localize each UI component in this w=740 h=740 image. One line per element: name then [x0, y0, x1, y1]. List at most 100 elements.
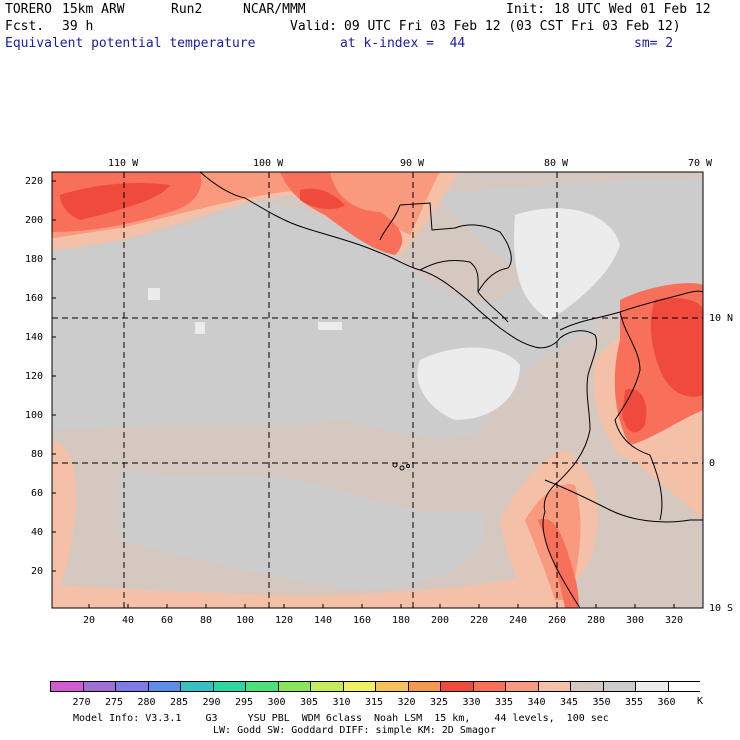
colorbar-swatch	[343, 682, 376, 691]
ocean-350-south	[120, 470, 484, 590]
coastline-south-america-west	[542, 330, 598, 608]
plot-frame	[51, 171, 704, 609]
lon-label-80w: 80 W	[544, 158, 569, 169]
y-tick-label: 200	[25, 215, 44, 226]
x-tick-label: 160	[353, 615, 372, 626]
colorbar-label: 280	[137, 697, 156, 708]
colorbar-label: 325	[430, 697, 449, 708]
x-tick-label: 280	[587, 615, 606, 626]
y-tick-label: 20	[31, 566, 44, 577]
colorbar-unit: K	[697, 696, 704, 707]
lon-label-90w: 90 W	[400, 158, 425, 169]
smoothing-info: sm= 2	[634, 36, 674, 51]
colorbar-swatch	[441, 682, 474, 691]
colorbar-swatch	[83, 682, 116, 691]
x-tick-label: 220	[470, 615, 489, 626]
forecast-label: Fcst.	[5, 19, 45, 34]
colorbar-label: 355	[625, 697, 644, 708]
colorbar-label: 330	[462, 697, 481, 708]
colorbar-label: 305	[300, 697, 319, 708]
galapagos-island-b	[399, 465, 405, 471]
colorbar-swatch	[246, 682, 279, 691]
run-label: Run2	[171, 2, 203, 17]
y-tick-label: 60	[31, 488, 44, 499]
colorbar-label: 350	[592, 697, 611, 708]
band-330-peru	[538, 518, 579, 608]
axis-ticks	[52, 180, 675, 608]
colorbar-swatch	[538, 682, 571, 691]
colorbar-swatch	[376, 682, 409, 691]
border-guatemala	[379, 204, 401, 241]
x-tick-label: 40	[122, 615, 135, 626]
colorbar-swatch	[506, 682, 539, 691]
x-tick-label: 120	[275, 615, 294, 626]
x-tick-label: 300	[626, 615, 645, 626]
colorbar-swatch	[116, 682, 149, 691]
colorbar-label: 315	[365, 697, 384, 708]
colorbar-label: 335	[495, 697, 514, 708]
physics-info-line: LW: Godd SW: Goddard DIFF: simple KM: 2D…	[213, 725, 496, 736]
colorbar-swatch	[181, 682, 214, 691]
x-tick-label: 180	[392, 615, 411, 626]
theta-e-field	[52, 172, 703, 608]
x-tick-label: 260	[548, 615, 567, 626]
init-label: Init:	[506, 2, 546, 17]
valid-time: 09 UTC Fri 03 Feb 12 (03 CST Fri 03 Feb …	[344, 19, 681, 34]
light-355-patch-a	[148, 288, 160, 300]
colorbar-swatch	[148, 682, 181, 691]
x-tick-label: 80	[200, 615, 213, 626]
x-tick-label: 200	[431, 615, 450, 626]
border-ecuador-peru	[544, 479, 703, 523]
light-355-patch-b	[195, 322, 205, 334]
colorbar-label: 310	[332, 697, 351, 708]
colorbar-label: 290	[202, 697, 221, 708]
coastline-mexico-central-america	[199, 172, 561, 349]
coastline-caribbean-south	[559, 290, 703, 331]
band-340-south	[52, 570, 570, 608]
band-325-northwest	[60, 183, 170, 220]
colorbar-label: 320	[397, 697, 416, 708]
band-325-mexico	[300, 188, 345, 210]
x-tick-label: 20	[83, 615, 96, 626]
colorbar-swatch	[668, 682, 701, 691]
colorbar-label: 275	[105, 697, 124, 708]
init-time: 18 UTC Wed 01 Feb 12	[554, 2, 711, 17]
y-tick-label: 220	[25, 176, 44, 187]
light-355-ocean	[417, 347, 520, 420]
galapagos-island-c	[406, 464, 410, 468]
y-tick-label: 120	[25, 371, 44, 382]
colorbar	[50, 681, 701, 692]
band-325-colombia	[650, 298, 703, 397]
coastline-yucatan	[399, 202, 512, 323]
x-tick-label: 320	[665, 615, 684, 626]
model-resolution: 15km ARW	[62, 2, 125, 17]
colorbar-swatch	[408, 682, 441, 691]
graticule	[52, 172, 703, 608]
colorbar-label: 345	[560, 697, 579, 708]
valid-label: Valid:	[290, 19, 337, 34]
level-info: at k-index = 44	[340, 36, 466, 51]
colorbar-swatch	[571, 682, 604, 691]
lon-label-110w: 110 W	[108, 158, 139, 169]
y-tick-label: 180	[25, 254, 44, 265]
light-355-caribbean	[514, 208, 620, 320]
y-tick-label: 80	[31, 449, 44, 460]
field-name: Equivalent potential temperature	[5, 36, 256, 51]
colorbar-swatch	[473, 682, 506, 691]
colorbar-label: 360	[657, 697, 676, 708]
organization: NCAR/MMM	[243, 2, 306, 17]
y-tick-label: 140	[25, 332, 44, 343]
colorbar-swatch	[213, 682, 246, 691]
model-name: TORERO	[5, 2, 52, 17]
x-tick-label: 100	[236, 615, 255, 626]
lat-label-equator: 0	[709, 458, 716, 469]
colorbar-swatch	[278, 682, 311, 691]
border-peru-brazil	[649, 454, 663, 521]
colorbar-label: 300	[267, 697, 286, 708]
colorbar-swatch	[311, 682, 344, 691]
x-tick-label: 240	[509, 615, 528, 626]
colorbar-swatch	[636, 682, 669, 691]
model-info-line: Model Info: V3.3.1 G3 YSU PBL WDM 6class…	[73, 713, 609, 724]
border-colombia-venezuela	[614, 311, 651, 456]
